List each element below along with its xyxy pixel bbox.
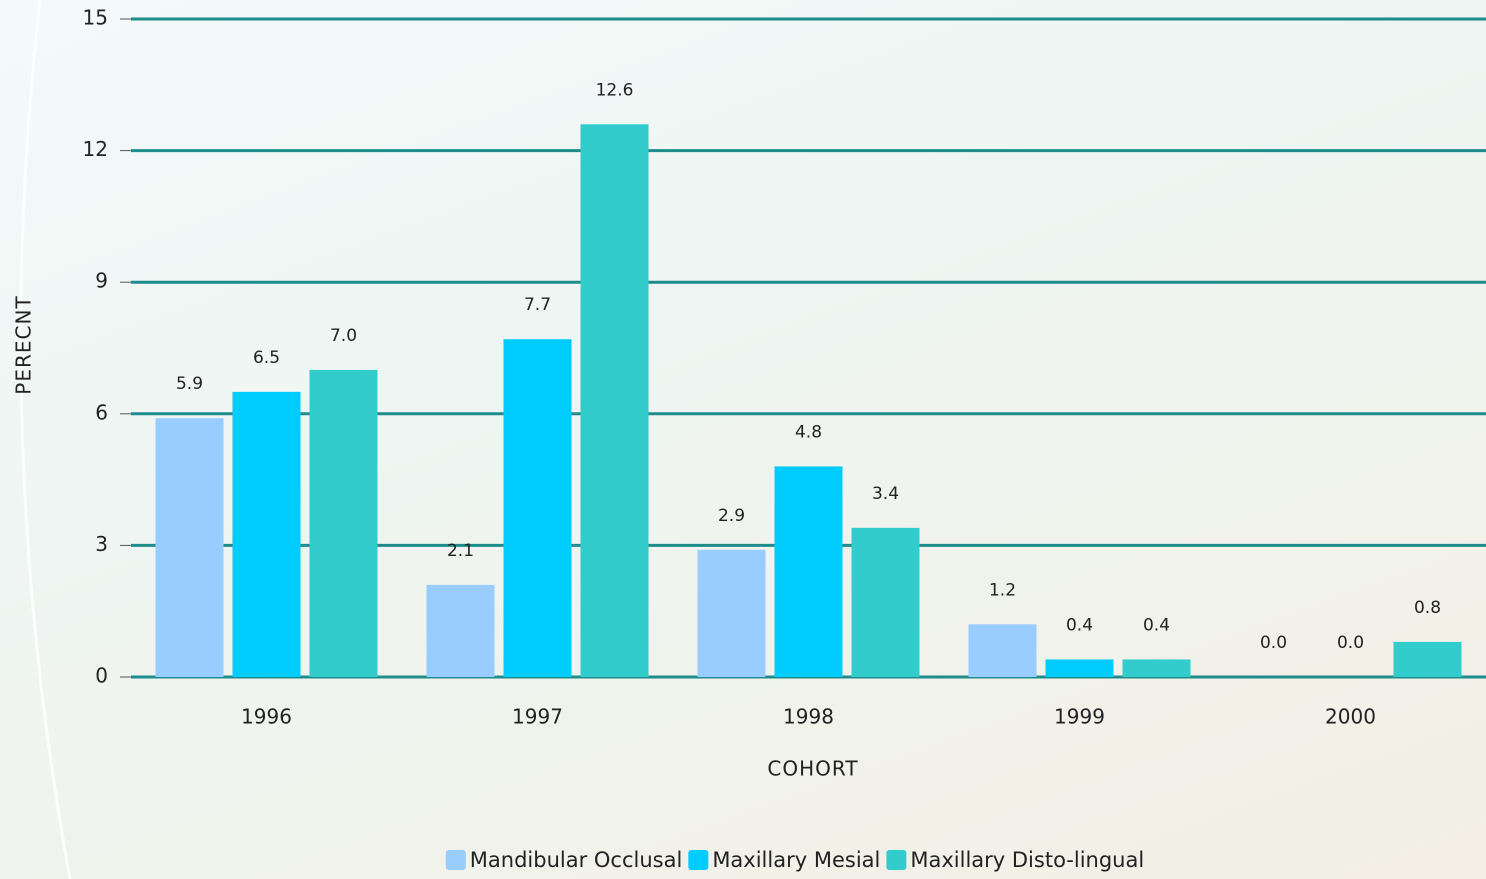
- bar: [426, 584, 495, 677]
- data-label: 12.6: [596, 80, 634, 100]
- bar: [155, 418, 224, 677]
- y-tick-label: 0: [95, 664, 108, 688]
- bar: [1045, 659, 1114, 677]
- bar: [503, 339, 572, 677]
- data-label: 0.0: [1260, 633, 1287, 653]
- bar: [774, 466, 843, 677]
- data-label: 1.2: [989, 580, 1016, 600]
- data-label: 0.4: [1143, 615, 1170, 635]
- data-label: 0.8: [1414, 598, 1441, 618]
- data-label: 7.0: [330, 326, 357, 346]
- data-label: 0.4: [1066, 615, 1093, 635]
- data-label: 4.8: [795, 422, 822, 442]
- x-tick-label: 1997: [512, 705, 563, 729]
- data-label: 2.1: [447, 541, 474, 561]
- legend-swatch: [886, 850, 907, 870]
- legend-swatch: [445, 850, 466, 870]
- bar: [697, 549, 766, 677]
- y-tick-label: 6: [95, 400, 108, 424]
- y-tick-label: 15: [83, 6, 108, 30]
- legend-label: Mandibular Occlusal: [470, 848, 683, 872]
- bar: [968, 624, 1037, 677]
- bar: [580, 124, 649, 677]
- data-label: 7.7: [524, 295, 551, 315]
- x-tick-label: 1996: [241, 705, 292, 729]
- data-label: 0.0: [1337, 633, 1364, 653]
- data-label: 6.5: [253, 348, 280, 368]
- data-label: 3.4: [872, 484, 899, 504]
- decor: [19, 0, 72, 879]
- bar: [309, 369, 378, 677]
- bar: [851, 527, 920, 677]
- bar: [1393, 641, 1462, 677]
- y-tick-label: 3: [95, 532, 108, 556]
- x-tick-label: 2000: [1325, 705, 1376, 729]
- legend-label: Maxillary Disto-lingual: [910, 848, 1144, 872]
- legend-label: Maxillary Mesial: [712, 848, 880, 872]
- y-tick-label: 12: [83, 137, 108, 161]
- bar: [1122, 659, 1191, 677]
- bar: [232, 391, 301, 677]
- data-label: 5.9: [176, 374, 203, 394]
- x-tick-label: 1999: [1054, 705, 1105, 729]
- y-axis-title: PERECNT: [12, 295, 36, 394]
- data-label: 2.9: [718, 506, 745, 526]
- x-axis-title: COHORT: [767, 757, 858, 781]
- legend-swatch: [688, 850, 709, 870]
- y-tick-label: 9: [95, 269, 108, 293]
- x-tick-label: 1998: [783, 705, 834, 729]
